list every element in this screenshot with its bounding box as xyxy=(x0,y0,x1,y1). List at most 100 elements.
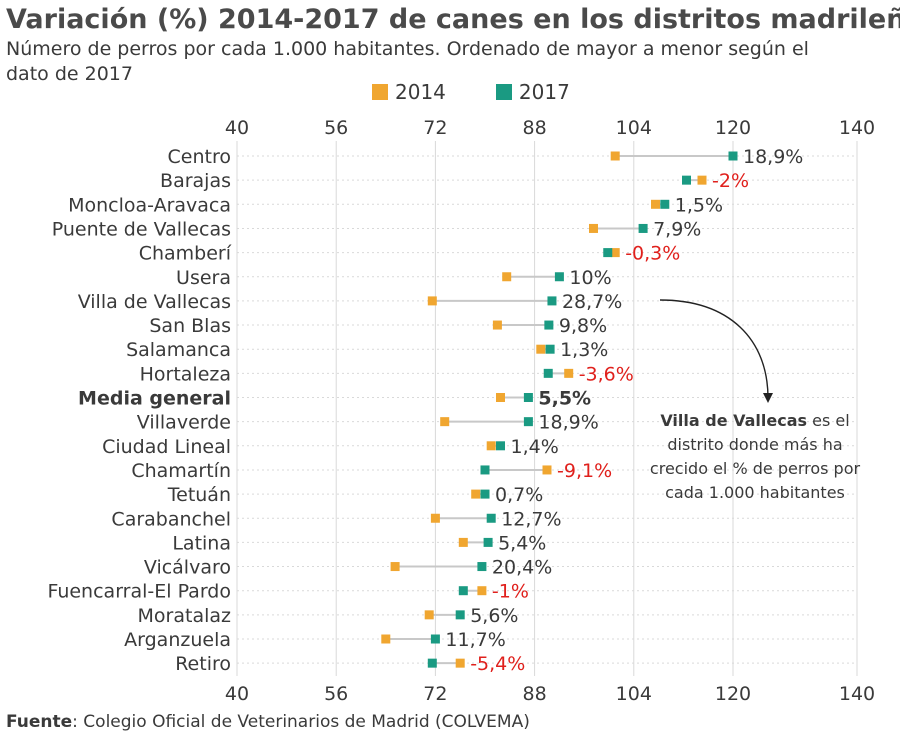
x-tick-label-bottom: 120 xyxy=(715,683,751,705)
point-2017 xyxy=(660,199,670,209)
point-2017 xyxy=(638,223,648,233)
x-tick-label-bottom: 88 xyxy=(523,683,547,705)
point-2014 xyxy=(477,586,487,596)
change-label: 5,5% xyxy=(538,388,591,410)
point-2017 xyxy=(480,489,490,499)
row-label: Villaverde xyxy=(137,412,231,434)
change-label: 0,7% xyxy=(495,484,543,506)
chart-subtitle: Número de perros por cada 1.000 habitant… xyxy=(6,38,809,85)
annotation-bold: Villa de Vallecas xyxy=(660,411,808,430)
change-label: -3,6% xyxy=(579,363,634,385)
x-tick-label-bottom: 56 xyxy=(324,683,348,705)
x-tick-label-bottom: 104 xyxy=(616,683,652,705)
change-label: 20,4% xyxy=(492,557,552,579)
x-tick-label-top: 140 xyxy=(839,117,875,139)
change-label: 18,9% xyxy=(743,146,803,168)
legend-swatch-2017 xyxy=(495,84,512,100)
change-label: 7,9% xyxy=(653,218,701,240)
x-tick-label-top: 56 xyxy=(324,117,348,139)
point-2014 xyxy=(496,393,505,402)
row-label: Salamanca xyxy=(126,339,231,361)
point-2014 xyxy=(589,223,598,233)
x-tick-label-bottom: 72 xyxy=(423,683,447,705)
point-2017 xyxy=(486,513,496,523)
point-2014 xyxy=(430,513,440,523)
row-label: Chamartín xyxy=(131,460,231,482)
legend: 2014 2017 xyxy=(372,80,620,104)
point-2017 xyxy=(496,441,505,451)
change-label: 11,7% xyxy=(445,629,505,651)
row-label: Centro xyxy=(168,146,231,168)
x-tick-label-top: 40 xyxy=(225,117,249,139)
point-2017 xyxy=(458,586,468,596)
point-2014 xyxy=(492,320,502,330)
legend-label-2017: 2017 xyxy=(518,80,570,104)
change-label: -2% xyxy=(712,170,749,192)
point-2014 xyxy=(390,562,400,572)
row-label: Moratalaz xyxy=(138,605,231,627)
point-2014 xyxy=(502,272,512,282)
row-label: Chamberí xyxy=(139,243,232,265)
row-label: Fuencarral-El Pardo xyxy=(47,581,231,603)
row-label: Hortaleza xyxy=(140,363,231,385)
point-2014 xyxy=(471,489,481,499)
point-2017 xyxy=(455,610,465,620)
point-2014 xyxy=(651,199,660,209)
point-2017 xyxy=(543,368,553,378)
point-2014 xyxy=(542,465,552,475)
chart-title: Variación (%) 2014-2017 de canes en los … xyxy=(6,4,900,35)
point-2017 xyxy=(547,296,557,306)
point-2017 xyxy=(523,393,533,402)
point-2017 xyxy=(682,175,691,185)
x-tick-label-top: 120 xyxy=(715,117,751,139)
x-tick-label-top: 72 xyxy=(423,117,447,139)
legend-label-2014: 2014 xyxy=(395,80,446,104)
row-label: Puente de Vallecas xyxy=(52,218,231,240)
row-label: Carabanchel xyxy=(111,508,231,530)
change-label: -0,3% xyxy=(625,243,680,265)
point-2017 xyxy=(477,562,487,572)
point-2014 xyxy=(610,151,620,161)
change-label: 28,7% xyxy=(562,291,622,313)
row-label: Usera xyxy=(176,267,231,289)
point-2017 xyxy=(480,465,490,475)
annotation-rest: es el distrito donde más ha crecido el %… xyxy=(649,411,861,502)
point-2017 xyxy=(728,151,738,161)
row-label: Media general xyxy=(78,388,231,410)
legend-item-2017: 2017 xyxy=(495,80,570,104)
change-label: 12,7% xyxy=(501,508,561,530)
change-label: -1% xyxy=(492,581,529,603)
point-2014 xyxy=(440,417,450,427)
annotation-text: Villa de Vallecas es el distrito donde m… xyxy=(640,409,870,505)
change-label: 5,4% xyxy=(498,532,546,554)
point-2017 xyxy=(427,658,437,668)
point-2017 xyxy=(603,248,613,258)
point-2014 xyxy=(455,658,465,668)
change-label: 9,8% xyxy=(559,315,607,337)
source-note: Fuente: Colegio Oficial de Veterinarios … xyxy=(6,712,530,732)
point-2014 xyxy=(458,537,468,547)
row-label: Arganzuela xyxy=(124,629,231,651)
point-2017 xyxy=(483,537,493,547)
x-tick-label-bottom: 140 xyxy=(839,683,875,705)
row-label: Moncloa-Aravaca xyxy=(68,194,231,216)
point-2017 xyxy=(554,272,564,282)
legend-item-2014: 2014 xyxy=(372,80,446,104)
point-2014 xyxy=(381,634,391,644)
point-2014 xyxy=(427,296,437,306)
change-label: 10% xyxy=(569,267,611,289)
point-2014 xyxy=(610,248,620,258)
change-label: -9,1% xyxy=(557,460,612,482)
point-2017 xyxy=(544,320,554,330)
point-2014 xyxy=(424,610,434,620)
row-label: Ciudad Lineal xyxy=(102,436,231,458)
row-label: Tetuán xyxy=(167,484,231,506)
row-label: Vicálvaro xyxy=(144,557,231,579)
source-label: Fuente xyxy=(6,712,73,732)
change-label: 5,6% xyxy=(470,605,518,627)
x-tick-label-bottom: 40 xyxy=(225,683,249,705)
x-tick-label-top: 88 xyxy=(523,117,547,139)
annotation-arrow xyxy=(659,299,773,403)
point-2017 xyxy=(523,417,533,427)
